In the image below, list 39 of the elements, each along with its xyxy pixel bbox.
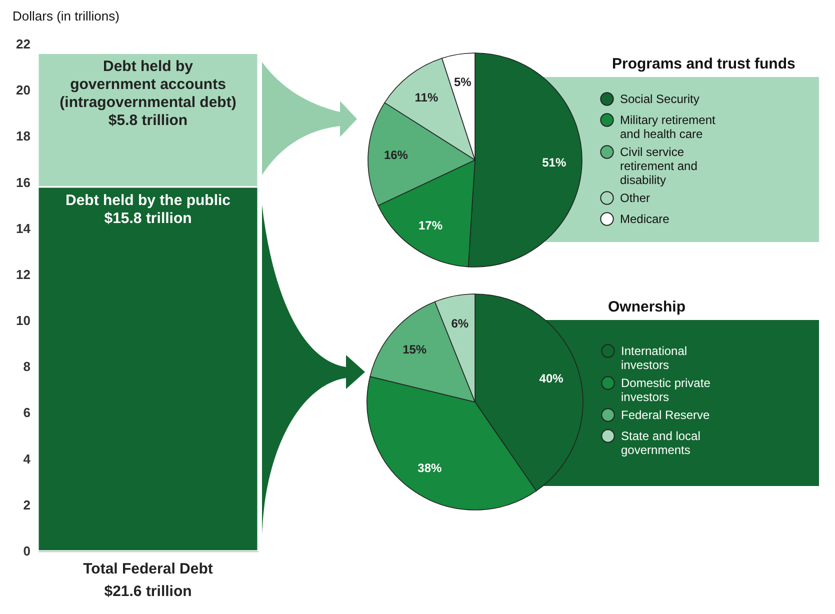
y-tick-label: 14: [16, 220, 32, 236]
legend-label: Military retirement and health care: [620, 113, 716, 141]
data-label: 40%: [539, 371, 564, 386]
x-tick-label: Total Federal Debt: [83, 560, 213, 578]
legend-label: Medicare: [620, 212, 670, 226]
y-tick-label: 12: [16, 266, 30, 282]
data-label: 17%: [418, 218, 443, 232]
legend-label: International investors: [621, 344, 688, 372]
chart-title: Ownership: [608, 298, 686, 316]
y-tick-label: 10: [16, 313, 30, 328]
y-tick-label: 4: [23, 451, 32, 466]
y-tick-label: 22: [16, 36, 30, 52]
legend-label: Social Security: [620, 92, 700, 106]
y-axis-title: Dollars (in trillions): [12, 8, 120, 24]
legend-label: Domestic private investors: [621, 376, 711, 404]
legend-label: Federal Reserve: [621, 408, 710, 422]
data-label: $5.8 trillion: [108, 112, 188, 130]
data-label: 16%: [384, 148, 408, 162]
chart-title: Programs and trust funds: [612, 55, 796, 72]
data-label: 6%: [451, 316, 469, 331]
data-label: $15.8 trillion: [104, 210, 192, 227]
y-tick-label: 0: [23, 544, 30, 558]
y-tick-label: 18: [16, 128, 30, 144]
data-label: 15%: [402, 342, 427, 357]
data-label: 51%: [542, 155, 566, 170]
data-label: 11%: [414, 90, 438, 104]
y-tick-label: 16: [16, 174, 30, 190]
total-label: $21.6 trillion: [104, 583, 192, 600]
y-tick-label: 2: [23, 497, 30, 512]
series-label: Debt held by the public: [65, 192, 231, 209]
legend-label: State and local governments: [621, 429, 700, 457]
y-tick-label: 20: [16, 82, 30, 98]
y-tick-label: 8: [23, 359, 30, 374]
y-tick-label: 6: [23, 405, 30, 420]
legend-label: Other: [620, 191, 650, 205]
data-label: 38%: [418, 460, 442, 475]
data-label: 5%: [454, 74, 472, 89]
legend-label: Civil service retirement and disability: [620, 145, 698, 187]
series-label: Debt held by government accounts (intragovernmental debt): [60, 58, 236, 112]
